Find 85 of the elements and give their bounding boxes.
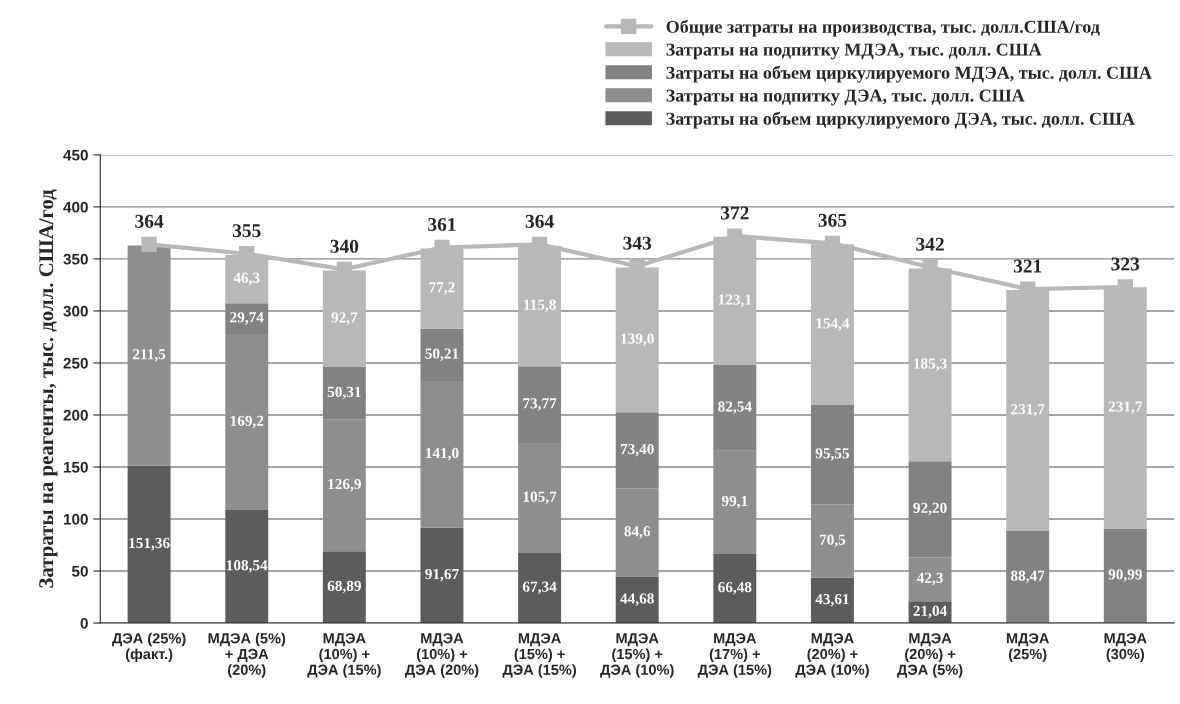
- y-tick-label: 50: [71, 565, 88, 577]
- data-label: 84,6: [624, 526, 651, 539]
- y-tick-label: 450: [63, 149, 88, 161]
- y-tick-label: 400: [63, 201, 88, 213]
- data-label: 77,2: [429, 282, 455, 295]
- data-label: 66,48: [718, 581, 752, 595]
- data-label: 21,04: [913, 605, 947, 619]
- x-tick-label: МДЭА (25%): [1006, 633, 1050, 663]
- bar: [810, 577, 854, 624]
- legend-label: Общие затраты на производства, тыс. долл.США/год: [666, 19, 1100, 37]
- data-label: 141,0: [426, 447, 459, 461]
- data-label: 231,7: [1108, 401, 1143, 414]
- data-label: 372: [720, 206, 749, 220]
- data-label: 46,3: [233, 272, 260, 286]
- data-label: 73,40: [620, 443, 654, 457]
- x-tick-label: ДЭА (25%) (факт.): [112, 632, 186, 663]
- data-label: 50,31: [327, 386, 361, 400]
- data-label: 29,74: [230, 312, 264, 325]
- legend-label: Затраты на объем циркулируемого МДЭА, тыс. долл. США: [666, 65, 1152, 83]
- data-label: 123,1: [718, 294, 752, 307]
- x-tick-label: МДЭА (15%) + ДЭА (10%): [600, 633, 674, 678]
- data-label: 92,20: [913, 502, 947, 516]
- data-label: 139,0: [621, 333, 654, 346]
- data-label: 67,34: [522, 581, 557, 595]
- data-label: 340: [330, 239, 359, 253]
- data-label: 95,55: [815, 448, 850, 461]
- data-label: 115,8: [524, 299, 556, 313]
- data-label: 364: [135, 214, 164, 228]
- data-label: 99,1: [721, 495, 748, 509]
- data-label: 365: [818, 213, 847, 227]
- x-tick-label: МДЭА (10%) + ДЭА (20%): [404, 633, 479, 678]
- data-label: 185,3: [914, 358, 947, 371]
- point: [141, 236, 157, 252]
- legend-label: Затраты на подпитку МДЭА, тыс. долл. США: [666, 43, 1042, 60]
- bar: [420, 527, 464, 624]
- bar: [225, 510, 269, 624]
- data-label: 154,4: [816, 318, 850, 331]
- y-tick-label: 100: [63, 513, 88, 525]
- data-label: 42,3: [916, 572, 943, 586]
- data-label: 90,99: [1108, 569, 1142, 582]
- bar: [518, 552, 562, 624]
- data-label: 68,89: [327, 580, 361, 594]
- data-label: 108,54: [226, 560, 268, 573]
- data-label: 364: [525, 214, 554, 228]
- y-tick-label: 250: [63, 357, 88, 369]
- data-label: 342: [916, 237, 944, 251]
- data-label: 44,68: [620, 593, 654, 606]
- data-label: 343: [623, 236, 652, 250]
- data-label: 91,67: [425, 568, 459, 582]
- y-tick-label: 150: [63, 461, 88, 473]
- data-label: 73,77: [523, 398, 557, 411]
- data-label: 43,61: [815, 593, 849, 607]
- data-label: 151,36: [129, 537, 170, 551]
- data-label: 355: [232, 224, 261, 238]
- bar: [127, 465, 171, 624]
- data-label: 323: [1111, 257, 1140, 271]
- y-tick-label: 350: [63, 253, 88, 265]
- x-tick-label: МДЭА (20%) + ДЭА (10%): [795, 633, 869, 678]
- y-axis-title: Затраты на реагенты, тыс. долл. США/год: [39, 189, 58, 588]
- data-label: 126,9: [328, 478, 361, 492]
- x-tick-label: МДЭА (10%) + ДЭА (15%): [307, 633, 381, 678]
- data-label: 169,2: [230, 415, 264, 429]
- y-tick-label: 200: [63, 409, 88, 421]
- data-label: 70,5: [819, 534, 846, 548]
- data-label: 105,7: [523, 491, 557, 505]
- y-tick-label: 0: [80, 617, 88, 629]
- x-tick-label: МДЭА (15%) + ДЭА (15%): [502, 633, 576, 678]
- x-tick-label: МДЭА (17%) + ДЭА (15%): [697, 633, 772, 678]
- x-tick-label: МДЭА (20%) + ДЭА (5%): [897, 633, 963, 678]
- legend-label: Затраты на подпитку ДЭА, тыс. долл. США: [666, 89, 1025, 106]
- data-label: 321: [1013, 259, 1042, 273]
- data-label: 92,7: [331, 312, 358, 325]
- x-tick-label: МДЭА (30%): [1104, 633, 1147, 663]
- bar: [322, 551, 366, 624]
- data-label: 231,7: [1011, 404, 1045, 417]
- bar: [615, 576, 659, 624]
- data-label: 88,47: [1010, 570, 1045, 584]
- bar: [713, 553, 757, 624]
- data-label: 82,54: [718, 401, 752, 414]
- legend-label: Затраты на объем циркулируемого ДЭА, тыс. долл. США: [666, 111, 1135, 129]
- data-label: 211,5: [132, 349, 166, 362]
- x-tick-label: МДЭА (5%) + ДЭА (20%): [208, 632, 286, 678]
- data-label: 361: [428, 217, 456, 231]
- data-label: 50,21: [425, 348, 459, 361]
- y-tick-label: 300: [63, 305, 88, 317]
